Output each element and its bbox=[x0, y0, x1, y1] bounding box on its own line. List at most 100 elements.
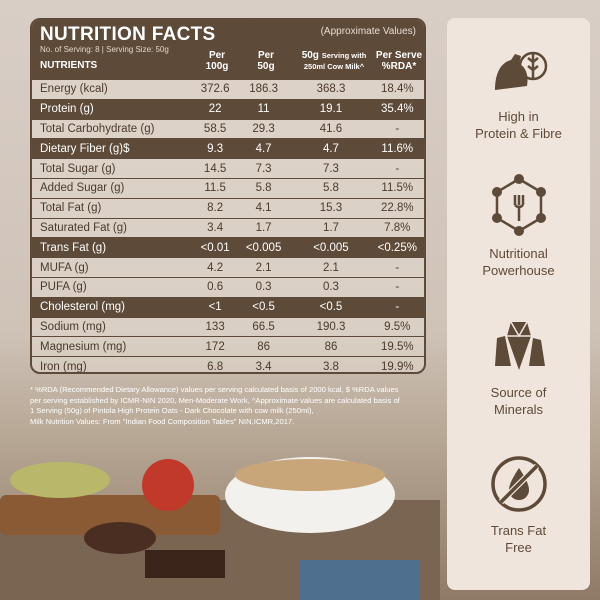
nutrient-value: 6.8 bbox=[207, 360, 224, 373]
nutrient-value: - bbox=[395, 122, 400, 135]
nutrient-name: Iron (mg) bbox=[40, 360, 87, 373]
nutrition-facts-table: NUTRITION FACTS (Approximate Values) No.… bbox=[30, 18, 426, 374]
nutrient-value: 2.1 bbox=[322, 261, 339, 274]
nutrient-value: 66.5 bbox=[252, 320, 275, 333]
table-row: Saturated Fat (g) 3.4 1.7 1.7 7.8% bbox=[32, 219, 424, 239]
nutrient-value: - bbox=[395, 162, 400, 175]
nutrient-value: <0.005 bbox=[313, 241, 349, 254]
nutrient-value: <0.5 bbox=[319, 301, 343, 314]
nutrient-value: 9.3 bbox=[207, 142, 224, 155]
nutrient-value: 11.6% bbox=[381, 142, 414, 155]
nutrient-value: 133 bbox=[205, 320, 225, 333]
col-per-50g: Per 50g bbox=[257, 50, 275, 72]
nutrient-value: 19.1 bbox=[319, 103, 343, 116]
muscle-wheat-icon bbox=[494, 51, 547, 90]
col-per-100g: Per 100g bbox=[205, 50, 229, 72]
table-row: Total Carbohydrate (g) 58.5 29.3 41.6 - bbox=[32, 120, 424, 140]
nutrient-value: 19.9% bbox=[380, 360, 414, 373]
nutrient-value: 1.7 bbox=[255, 221, 272, 234]
nutrient-value: 19.5% bbox=[380, 340, 414, 353]
nutrient-name: Sodium (mg) bbox=[40, 320, 106, 333]
approximate-note: (Approximate Values) bbox=[320, 26, 416, 37]
feature-powerhouse: Nutritional Powerhouse bbox=[447, 173, 590, 279]
nutrient-value: 4.7 bbox=[255, 142, 272, 155]
table-row: Sodium (mg) 133 66.5 190.3 9.5% bbox=[32, 318, 424, 338]
feature-line: Minerals bbox=[493, 402, 544, 417]
nutrient-value: 11.5% bbox=[381, 182, 414, 195]
col-with-milk: 50g Serving with 250ml Cow Milk^ bbox=[301, 50, 367, 71]
nutrient-name: Dietary Fiber (g)$ bbox=[40, 142, 130, 155]
serving-info: No. of Serving: 8 | Serving Size: 50g bbox=[40, 45, 169, 54]
nutrient-value: 11 bbox=[257, 103, 270, 116]
nutrient-name: PUFA (g) bbox=[40, 281, 87, 294]
table-row: Total Sugar (g) 14.5 7.3 7.3 - bbox=[32, 159, 424, 179]
nutrient-name: Total Sugar (g) bbox=[40, 162, 116, 175]
food-background-image bbox=[0, 457, 440, 600]
nutrient-value: 1.7 bbox=[322, 221, 339, 234]
col-rda: Per Serve %RDA* bbox=[375, 50, 423, 72]
table-row: Added Sugar (g) 11.5 5.8 5.8 11.5% bbox=[32, 179, 424, 199]
feature-trans-fat-free: Trans Fat Free bbox=[447, 454, 590, 556]
grapes bbox=[10, 462, 110, 498]
nutrient-value: <1 bbox=[208, 301, 222, 314]
nutrient-value: 4.2 bbox=[207, 261, 224, 274]
chocolate-pieces bbox=[145, 550, 225, 578]
nutrient-value: <0.25% bbox=[377, 241, 417, 254]
nutrient-value: 172 bbox=[205, 340, 225, 353]
nutrient-value: 58.5 bbox=[203, 122, 227, 135]
nutrient-value: <0.005 bbox=[245, 241, 282, 254]
nutrient-value: - bbox=[395, 261, 400, 274]
nutrient-value: 18.4% bbox=[380, 83, 414, 96]
table-row: Cholesterol (mg) <1 <0.5 <0.5 - bbox=[32, 297, 424, 318]
nutrient-name: Total Fat (g) bbox=[40, 202, 102, 215]
table-row: Protein (g) 22 11 19.1 35.4% bbox=[32, 99, 424, 120]
feature-line: Free bbox=[505, 540, 532, 555]
nutrient-value: 4.1 bbox=[255, 202, 272, 215]
nutrient-value: 0.6 bbox=[207, 281, 224, 294]
nutrient-name: Cholesterol (mg) bbox=[40, 301, 125, 314]
feature-line: Protein & Fibre bbox=[475, 126, 562, 141]
nutrient-value: <0.5 bbox=[252, 301, 275, 314]
nutrient-value: 7.8% bbox=[384, 221, 411, 234]
table-row: Dietary Fiber (g)$ 9.3 4.7 4.7 11.6% bbox=[32, 139, 424, 160]
nutrient-value: 4.7 bbox=[322, 142, 339, 155]
no-trans-fat-icon bbox=[490, 456, 547, 512]
footnote: * %RDA (Recommended Dietary Allowance) v… bbox=[30, 385, 430, 427]
footnote-line: per serving established by ICMR-NIN 2020… bbox=[30, 395, 400, 405]
nutrient-value: 2.1 bbox=[255, 261, 272, 274]
table-row: PUFA (g) 0.6 0.3 0.3 - bbox=[32, 278, 424, 298]
nutrient-value: 22 bbox=[208, 103, 222, 116]
nutrient-value: 7.3 bbox=[322, 162, 339, 175]
nutrient-name: Energy (kcal) bbox=[40, 83, 108, 96]
apple bbox=[142, 459, 194, 511]
nutrient-value: 86 bbox=[257, 340, 270, 353]
table-row: MUFA (g) 4.2 2.1 2.1 - bbox=[32, 258, 424, 278]
feature-line: Powerhouse bbox=[482, 263, 555, 278]
nutrient-value: 186.3 bbox=[249, 83, 278, 96]
nutrient-value: <0.01 bbox=[200, 241, 230, 254]
table-row: Energy (kcal) 372.6 186.3 368.3 18.4% bbox=[32, 80, 424, 100]
nutrient-value: 0.3 bbox=[255, 281, 272, 294]
blue-cloth bbox=[300, 560, 420, 600]
nutrient-name: Trans Fat (g) bbox=[40, 241, 107, 254]
footnote-line: * %RDA (Recommended Dietary Allowance) v… bbox=[30, 385, 399, 394]
table-row: Trans Fat (g) <0.01 <0.005 <0.005 <0.25% bbox=[32, 238, 424, 259]
footnote-line: Milk Nutrition Values: From "Indian Food… bbox=[30, 416, 295, 426]
nutrient-name: MUFA (g) bbox=[40, 261, 89, 274]
nutrient-value: 11.5 bbox=[204, 182, 226, 195]
nutrient-value: 7.3 bbox=[255, 162, 272, 175]
table-header: NUTRITION FACTS (Approximate Values) No.… bbox=[32, 20, 424, 80]
nutrient-value: 29.3 bbox=[252, 122, 275, 135]
nutrient-value: 15.3 bbox=[319, 202, 343, 215]
feature-line: Source of bbox=[490, 385, 547, 400]
nutrients-header: NUTRIENTS bbox=[40, 60, 98, 71]
feature-line: Nutritional bbox=[489, 246, 548, 261]
nutrient-name: Magnesium (mg) bbox=[40, 340, 127, 353]
feature-line: High in bbox=[498, 109, 539, 124]
nutrient-value: 86 bbox=[324, 340, 338, 353]
chocolate-bowl bbox=[84, 522, 156, 554]
nutrient-value: 35.4% bbox=[380, 103, 414, 116]
nutrient-value: 0.3 bbox=[322, 281, 339, 294]
nutrient-value: 41.6 bbox=[319, 122, 343, 135]
nutrient-value: 14.5 bbox=[203, 162, 227, 175]
